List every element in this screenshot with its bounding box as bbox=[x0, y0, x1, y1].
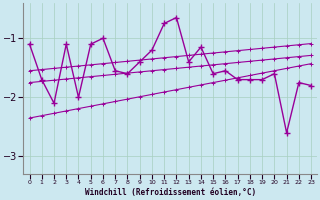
X-axis label: Windchill (Refroidissement éolien,°C): Windchill (Refroidissement éolien,°C) bbox=[85, 188, 256, 197]
